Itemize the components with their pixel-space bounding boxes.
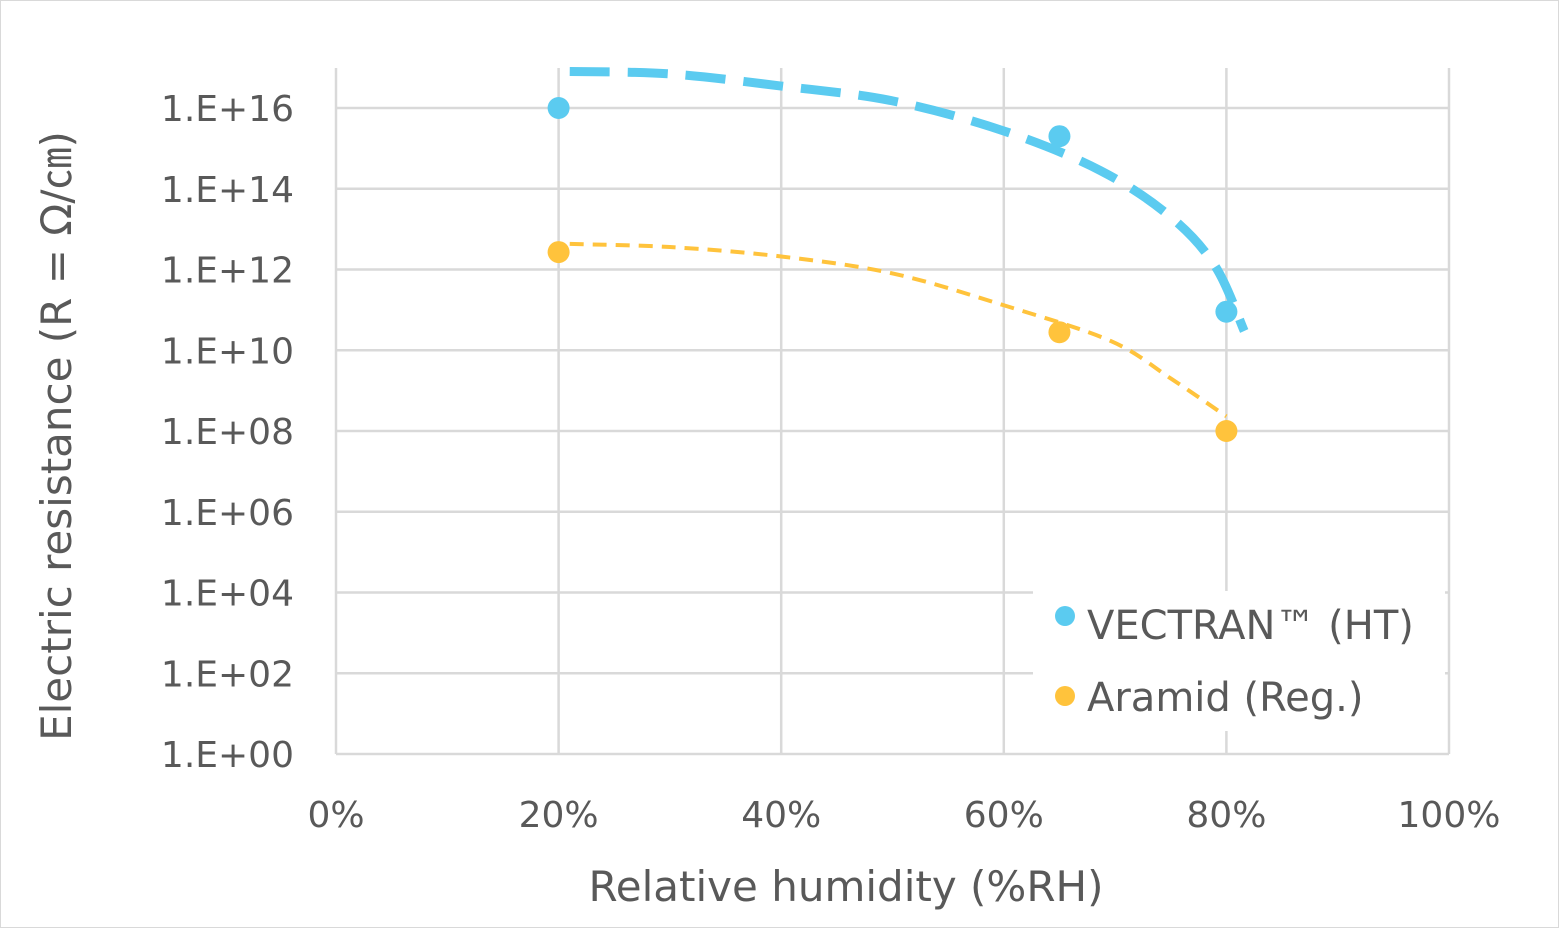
x-tick-label: 0% <box>307 795 364 836</box>
y-tick-label: 1.E+16 <box>161 89 294 130</box>
trendline-vectran <box>569 67 1249 333</box>
legend-marker-aramid <box>1055 686 1075 706</box>
x-tick-label: 20% <box>519 795 599 836</box>
y-tick-label: 1.E+10 <box>161 331 294 372</box>
y-tick-label: 1.E+12 <box>161 251 294 292</box>
data-point-aramid <box>1048 321 1071 344</box>
legend-marker-vectran <box>1055 606 1075 626</box>
y-axis-title: Electric resistance (R = Ω/㎝) <box>32 131 81 741</box>
trendline-aramid <box>569 241 1228 419</box>
y-tick-label: 1.E+04 <box>161 574 294 615</box>
y-tick-label: 1.E+08 <box>161 412 294 453</box>
y-tick-label: 1.E+14 <box>161 170 294 211</box>
legend-label-aramid: Aramid (Reg.) <box>1087 675 1363 721</box>
x-tick-labels: 0% 20% 40% 60% 80% 100% <box>307 795 1500 836</box>
legend-background <box>1033 591 1445 731</box>
y-tick-label: 1.E+00 <box>161 735 294 776</box>
data-point-vectran <box>547 97 570 119</box>
data-point-aramid <box>1215 420 1238 442</box>
x-tick-label: 80% <box>1186 795 1266 836</box>
x-axis-title: Relative humidity (%RH) <box>589 862 1104 911</box>
x-tick-label: 60% <box>964 795 1044 836</box>
data-point-vectran <box>1048 125 1071 148</box>
legend-label-vectran: VECTRAN™ (HT) <box>1087 603 1414 649</box>
x-tick-label: 100% <box>1398 795 1501 836</box>
data-points <box>547 97 1238 442</box>
y-tick-label: 1.E+02 <box>161 654 294 695</box>
trendlines <box>569 67 1249 419</box>
x-tick-label: 40% <box>741 795 821 836</box>
y-tick-labels: 1.E+00 1.E+02 1.E+04 1.E+06 1.E+08 1.E+10 1.E+… <box>161 89 294 776</box>
legend: VECTRAN™ (HT) Aramid (Reg.) <box>1033 591 1445 731</box>
data-point-aramid <box>547 241 570 264</box>
data-point-vectran <box>1215 300 1238 323</box>
y-tick-label: 1.E+06 <box>161 493 294 534</box>
